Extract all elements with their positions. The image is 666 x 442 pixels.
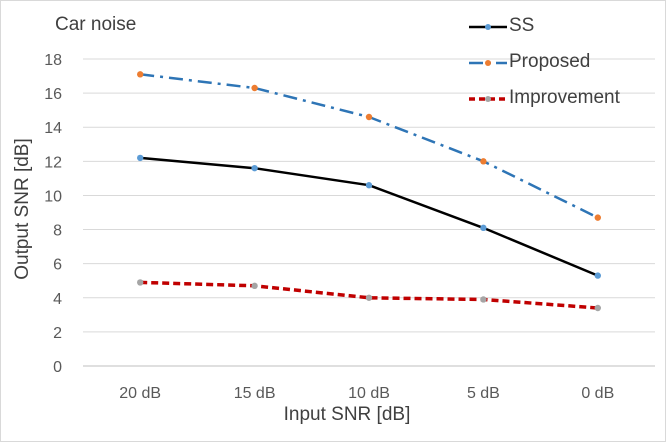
- data-point-proposed: [480, 158, 487, 165]
- x-tick-label: 0 dB: [581, 385, 614, 402]
- data-point-ss: [251, 164, 258, 172]
- data-point-ss: [480, 224, 487, 232]
- y-tick-label: 4: [53, 291, 62, 308]
- data-point-ss: [594, 272, 601, 279]
- legend-swatch-ss: [469, 24, 507, 30]
- y-tick-label: 0: [53, 359, 62, 376]
- data-point-improvement: [365, 294, 373, 301]
- data-point-improvement: [251, 282, 258, 290]
- y-tick-label: 18: [44, 52, 62, 69]
- legend-swatch-proposed: [469, 60, 507, 66]
- x-tick-label: 20 dB: [119, 385, 161, 402]
- x-tick-label: 5 dB: [467, 385, 500, 402]
- x-tick-label: 10 dB: [348, 385, 390, 402]
- x-axis-title: Input SNR [dB]: [283, 404, 411, 425]
- y-tick-label: 10: [44, 188, 62, 205]
- chart-title: Car noise: [55, 14, 137, 35]
- y-axis-title: Output SNR [dB]: [12, 138, 33, 280]
- data-point-proposed: [365, 113, 373, 121]
- data-point-improvement: [480, 296, 487, 303]
- data-point-proposed: [137, 71, 144, 78]
- y-tick-label: 6: [53, 257, 62, 274]
- data-point-improvement: [137, 279, 144, 286]
- data-point-proposed: [251, 84, 258, 92]
- legend-label-proposed: Proposed: [509, 51, 591, 72]
- data-point-improvement: [594, 304, 601, 312]
- y-tick-label: 8: [53, 223, 62, 240]
- x-tick-label: 15 dB: [234, 385, 276, 402]
- legend-label-improvement: Improvement: [509, 87, 620, 108]
- data-point-ss: [365, 182, 373, 189]
- series-line-ss: [140, 156, 599, 277]
- data-point-proposed: [594, 214, 601, 221]
- y-tick-label: 12: [44, 154, 62, 171]
- legend-swatch-improvement: [469, 96, 507, 102]
- y-tick-label: 16: [44, 86, 62, 103]
- y-tick-label: 2: [53, 325, 62, 342]
- data-point-ss: [137, 154, 144, 162]
- y-tick-label: 14: [44, 120, 62, 137]
- legend-label-ss: SS: [509, 15, 535, 36]
